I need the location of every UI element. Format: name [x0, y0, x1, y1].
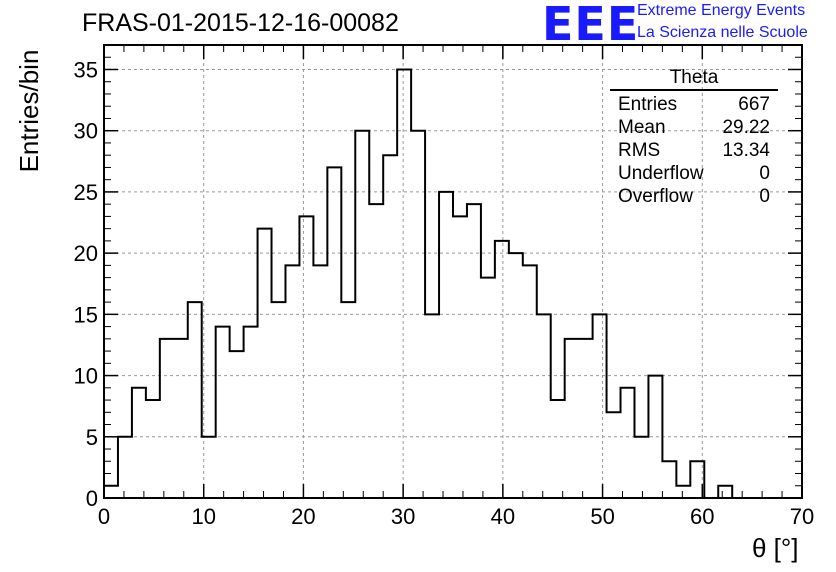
- y-axis-label: Entries/bin: [14, 49, 44, 173]
- plot-frame: [103, 44, 803, 499]
- x-axis-label: θ [°]: [752, 533, 799, 563]
- stats-box: Theta Entries 667 Mean 29.22 RMS 13.34 Underfl…: [610, 67, 778, 208]
- stats-row-entries: Entries 667: [610, 93, 778, 116]
- y-tick-label: 15: [74, 302, 98, 327]
- y-tick-label: 10: [74, 364, 98, 389]
- x-tick-label: 10: [191, 504, 215, 529]
- x-tick-label: 70: [790, 504, 814, 529]
- x-tick-label: 20: [291, 504, 315, 529]
- stats-title: Theta: [610, 67, 778, 91]
- stats-label: RMS: [618, 140, 661, 161]
- stats-label: Underflow: [618, 163, 704, 184]
- stats-label: Overflow: [618, 186, 693, 207]
- stats-value: 0: [759, 163, 770, 184]
- stats-row-underflow: Underflow 0: [610, 162, 778, 185]
- axis-ticks: [103, 44, 803, 499]
- stats-row-overflow: Overflow 0: [610, 185, 778, 208]
- eee-tagline-2: La Scienza nelle Scuole: [637, 24, 808, 41]
- y-tick-label: 30: [74, 119, 98, 144]
- stats-value: 29.22: [722, 117, 770, 138]
- stats-row-rms: RMS 13.34: [610, 139, 778, 162]
- stats-label: Mean: [618, 117, 666, 138]
- axis-tick-labels: 0 10 20 30 40 50 60 70 0 5 10 15 20 25 30 35: [74, 57, 815, 529]
- y-tick-label: 20: [74, 241, 98, 266]
- y-tick-label: 5: [86, 425, 98, 450]
- x-tick-label: 30: [391, 504, 415, 529]
- stats-value: 0: [759, 186, 770, 207]
- plot-title: FRAS-01-2015-12-16-00082: [82, 9, 399, 37]
- x-tick-label: 0: [98, 504, 110, 529]
- eee-logo: EEE: [542, 0, 640, 51]
- x-tick-label: 60: [690, 504, 714, 529]
- stats-label: Entries: [618, 94, 678, 115]
- eee-tagline-1: Extreme Energy Events: [637, 2, 806, 19]
- stats-value: 667: [738, 94, 770, 115]
- y-tick-label: 25: [74, 180, 98, 205]
- y-tick-label: 35: [74, 57, 98, 82]
- y-tick-label: 0: [86, 486, 98, 511]
- stats-value: 13.34: [722, 140, 770, 161]
- stats-row-mean: Mean 29.22: [610, 116, 778, 139]
- x-tick-label: 50: [590, 504, 614, 529]
- histogram-step-line: [104, 68, 802, 499]
- x-tick-label: 40: [491, 504, 515, 529]
